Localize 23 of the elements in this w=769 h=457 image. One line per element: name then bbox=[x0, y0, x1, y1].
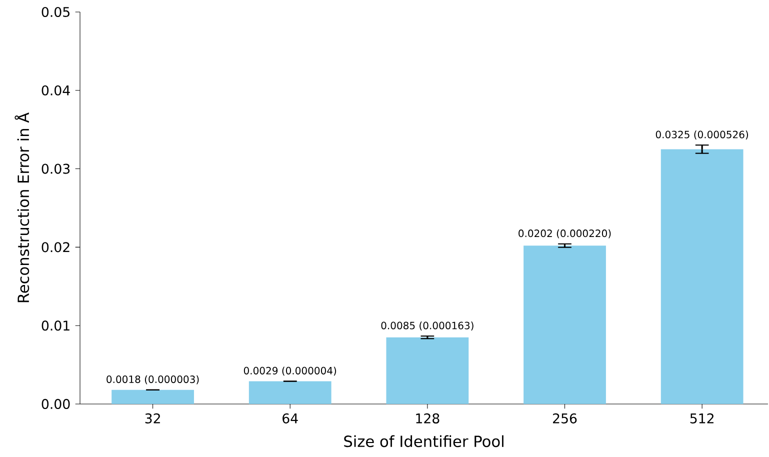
y-tick-label: 0.02 bbox=[42, 242, 70, 252]
x-tick-label: 128 bbox=[416, 413, 440, 424]
y-tick-label: 0.03 bbox=[42, 164, 70, 174]
x-tick-label: 256 bbox=[553, 413, 577, 424]
bar bbox=[386, 337, 469, 404]
bar bbox=[248, 381, 332, 404]
bar bbox=[660, 149, 744, 404]
bar bbox=[112, 390, 194, 404]
y-tick-label: 0.05 bbox=[42, 6, 70, 18]
data-label: 0.0085 (0.000163) bbox=[381, 322, 474, 330]
x-tick-label: 512 bbox=[690, 413, 714, 424]
x-axis-title: Size of Identifier Pool bbox=[344, 435, 504, 448]
data-label: 0.0202 (0.000220) bbox=[518, 229, 611, 238]
data-label: 0.0029 (0.000004) bbox=[244, 366, 336, 376]
y-tick-label: 0.04 bbox=[42, 85, 70, 96]
y-tick-label: 0.01 bbox=[42, 320, 70, 331]
bar bbox=[524, 246, 606, 404]
y-tick-label: 0.00 bbox=[42, 398, 70, 410]
data-label: 0.0018 (0.000003) bbox=[106, 375, 199, 384]
data-label: 0.0325 (0.000526) bbox=[656, 130, 748, 140]
y-axis-title: Reconstruction Error in Å bbox=[14, 112, 30, 302]
x-tick-label: 32 bbox=[145, 413, 160, 424]
x-tick-label: 64 bbox=[282, 413, 298, 424]
